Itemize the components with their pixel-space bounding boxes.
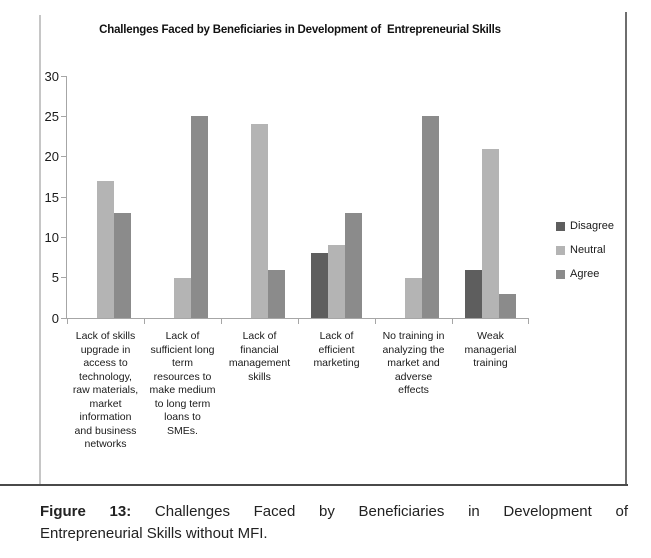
bar-neutral-category-2 <box>174 277 191 318</box>
y-axis-tick-label: 25 <box>44 108 59 124</box>
x-axis-tick <box>144 319 145 324</box>
y-axis-tick-label: 0 <box>51 310 59 326</box>
y-axis-tick <box>61 115 66 117</box>
chart-title: Challenges Faced by Beneficiaries in Dev… <box>99 24 501 36</box>
y-axis-tick <box>61 75 66 77</box>
figure-frame-bottom-border <box>0 484 628 486</box>
category-label-5: No training in analyzing the market and adv… <box>382 330 445 396</box>
bar-neutral-category-6 <box>482 148 499 318</box>
bar-agree-category-3 <box>268 269 285 318</box>
x-axis-tick <box>528 319 529 324</box>
y-axis-tick <box>61 196 66 198</box>
plot-area: 0 5 10 15 20 25 30 Lack of skills upgrade in acce… <box>45 70 529 450</box>
figure-caption-line2: Entrepreneurial Skills without MFI. <box>40 524 268 542</box>
legend-swatch-neutral <box>556 245 565 255</box>
x-axis-tick <box>452 319 453 324</box>
x-axis-tick <box>375 319 376 324</box>
legend-label-disagree: Disagree <box>570 220 615 232</box>
y-axis-tick-label: 30 <box>44 68 59 84</box>
bar-agree-category-2 <box>191 116 208 318</box>
figure-frame-left-border <box>39 15 41 484</box>
legend-swatch-disagree <box>556 221 565 231</box>
y-axis-tick <box>61 156 66 158</box>
legend-label-agree: Agree <box>570 268 600 280</box>
bar-neutral-category-1 <box>97 180 114 318</box>
category-label-3: Lack of financial management skills <box>228 330 291 383</box>
bar-agree-category-1 <box>114 213 131 318</box>
category-label-1: Lack of skills upgrade in access to technol… <box>72 330 139 450</box>
y-axis-tick-label: 10 <box>44 229 59 245</box>
figure-frame-right-border <box>625 12 627 484</box>
category-label-6: Weak managerial training <box>464 330 517 369</box>
legend-swatch-agree <box>556 269 565 279</box>
category-label-4: Lack of efficient marketing <box>313 330 360 369</box>
bar-agree-category-4 <box>345 213 362 318</box>
figure-caption: Figure 13: Challenges Faced by Beneficia… <box>40 501 628 544</box>
bar-neutral-category-5 <box>405 277 422 318</box>
y-axis-tick <box>61 277 66 279</box>
legend-item-agree: Agree <box>556 268 614 280</box>
bar-agree-category-5 <box>422 116 439 318</box>
category-label-2: Lack of sufficient long term resources to ma… <box>149 330 216 437</box>
bar-disagree-category-4 <box>311 253 328 318</box>
y-axis-tick <box>61 236 66 238</box>
figure-caption-number: Figure 13: <box>40 503 132 520</box>
x-axis-tick <box>298 319 299 324</box>
y-axis-tick-label: 5 <box>51 270 59 286</box>
legend-label-neutral: Neutral <box>570 244 606 256</box>
legend: Disagree Neutral Agree <box>556 220 614 280</box>
x-axis-tick <box>221 319 222 324</box>
legend-item-neutral: Neutral <box>556 244 614 256</box>
figure-caption-text: Challenges Faced by Beneficiaries in Dev… <box>154 503 629 520</box>
legend-item-disagree: Disagree <box>556 220 614 232</box>
y-axis-tick-label: 15 <box>44 189 59 205</box>
y-axis-tick-label: 20 <box>44 149 59 165</box>
figure-caption-line1: Figure 13: Challenges Faced by Beneficia… <box>40 501 628 523</box>
bar-neutral-category-4 <box>328 245 345 318</box>
bar-agree-category-6 <box>499 293 516 318</box>
bar-disagree-category-6 <box>465 269 482 318</box>
y-axis-tick <box>61 317 66 319</box>
x-axis-tick <box>67 319 68 324</box>
bar-neutral-category-3 <box>251 124 268 318</box>
